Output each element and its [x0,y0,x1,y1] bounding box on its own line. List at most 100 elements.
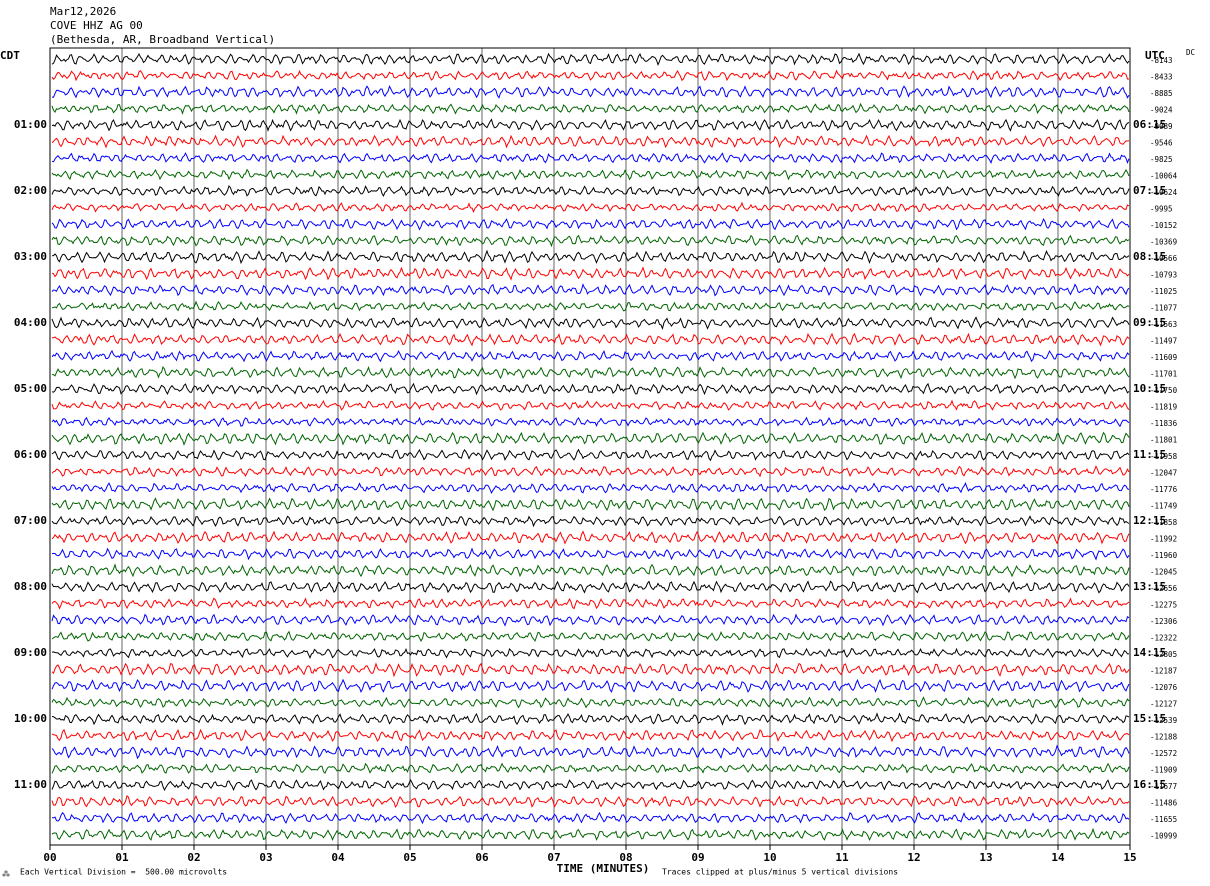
offset-label: -10566 [1150,254,1178,263]
x-tick-label: 10 [763,851,776,864]
trace [51,696,1130,709]
offset-label: -12572 [1150,749,1177,758]
trace [51,762,1130,774]
right-hour: 09:15 [1133,316,1166,329]
x-tick-label: 09 [691,851,704,864]
offset-label: -8143 [1150,56,1173,65]
trace [51,597,1130,610]
trace [51,728,1130,743]
offset-label: -12275 [1150,601,1177,610]
left-hour: 05:00 [14,382,47,395]
offset-label: -11992 [1150,535,1177,544]
trace [51,366,1130,380]
offset-label: -11909 [1150,766,1177,775]
trace [51,69,1129,82]
offset-label: -12539 [1150,716,1177,725]
right-hour: 12:15 [1133,514,1166,527]
trace [51,744,1130,760]
trace [51,382,1130,396]
offset-label: -9825 [1150,155,1173,164]
right-hour: 16:15 [1133,778,1166,791]
trace [51,283,1130,297]
offset-label: -10152 [1150,221,1177,230]
offset-label: -11609 [1150,353,1177,362]
x-axis-label: TIME (MINUTES) [557,862,650,875]
x-tick-label: 02 [187,851,200,864]
offset-label: -11677 [1150,782,1177,791]
right-hour: 13:15 [1133,580,1166,593]
trace [51,465,1130,478]
offset-label: -12047 [1150,469,1177,478]
trace [51,515,1130,528]
left-hour: 03:00 [14,250,47,263]
x-tick-label: 06 [475,851,489,864]
offset-label: -11801 [1150,436,1177,445]
offset-label: -10369 [1150,238,1177,247]
trace [51,84,1130,99]
x-tick-label: 08 [619,851,632,864]
trace [51,448,1130,462]
right-hour: 08:15 [1133,250,1166,263]
x-tick-label: 12 [907,851,920,864]
offset-label: -12188 [1150,733,1178,742]
trace [51,217,1130,231]
trace [51,249,1130,265]
left-hour: 09:00 [14,646,47,659]
offset-label: -11958 [1150,452,1178,461]
offset-label: -11025 [1150,287,1177,296]
offset-label: -11497 [1150,337,1177,346]
offset-label: -8433 [1150,73,1173,82]
offset-label: -11077 [1150,304,1177,313]
offset-label: -9089 [1150,122,1173,131]
trace [51,827,1130,842]
left-hour: 11:00 [14,778,47,791]
offset-label: -11858 [1150,518,1178,527]
offset-label: -12656 [1150,584,1178,593]
trace [51,118,1130,132]
trace [51,201,1130,213]
left-hour: 10:00 [14,712,47,725]
offset-label: -11749 [1150,502,1177,511]
trace [51,399,1130,411]
x-tick-label: 04 [331,851,345,864]
left-hour: 06:00 [14,448,47,461]
trace [51,52,1130,66]
trace [51,778,1130,792]
trace [51,102,1130,115]
x-tick-label: 00 [43,851,56,864]
left-hour: 07:00 [14,514,47,527]
trace [51,234,1130,248]
offset-label: -12187 [1150,667,1177,676]
trace [51,811,1130,825]
offset-label: -11836 [1150,419,1178,428]
trace [51,316,1130,330]
left-hour: 01:00 [14,118,47,131]
trace [51,580,1130,594]
offset-label: -10624 [1150,188,1178,197]
x-tick-label: 13 [979,851,992,864]
offset-label: -11655 [1150,815,1177,824]
title-line: (Bethesda, AR, Broadband Vertical) [50,33,275,46]
x-tick-label: 11 [835,851,849,864]
trace [51,168,1130,181]
trace [51,152,1130,165]
x-tick-label: 07 [547,851,560,864]
offset-label: -11701 [1150,370,1177,379]
offset-label: -11750 [1150,386,1178,395]
title-line: COVE HHZ AG 00 [50,19,143,32]
offset-label: -11960 [1150,551,1178,560]
x-tick-label: 15 [1123,851,1136,864]
offset-label: -12805 [1150,650,1177,659]
offset-label: -9546 [1150,139,1173,148]
trace [51,482,1130,495]
trace [51,300,1130,312]
x-tick-label: 05 [403,851,416,864]
trace [51,497,1130,512]
right-hour: 11:15 [1133,448,1166,461]
trace [51,416,1130,428]
offset-label: -10793 [1150,271,1177,280]
right-hour: 10:15 [1133,382,1166,395]
trace [51,712,1130,726]
trace [51,630,1130,643]
